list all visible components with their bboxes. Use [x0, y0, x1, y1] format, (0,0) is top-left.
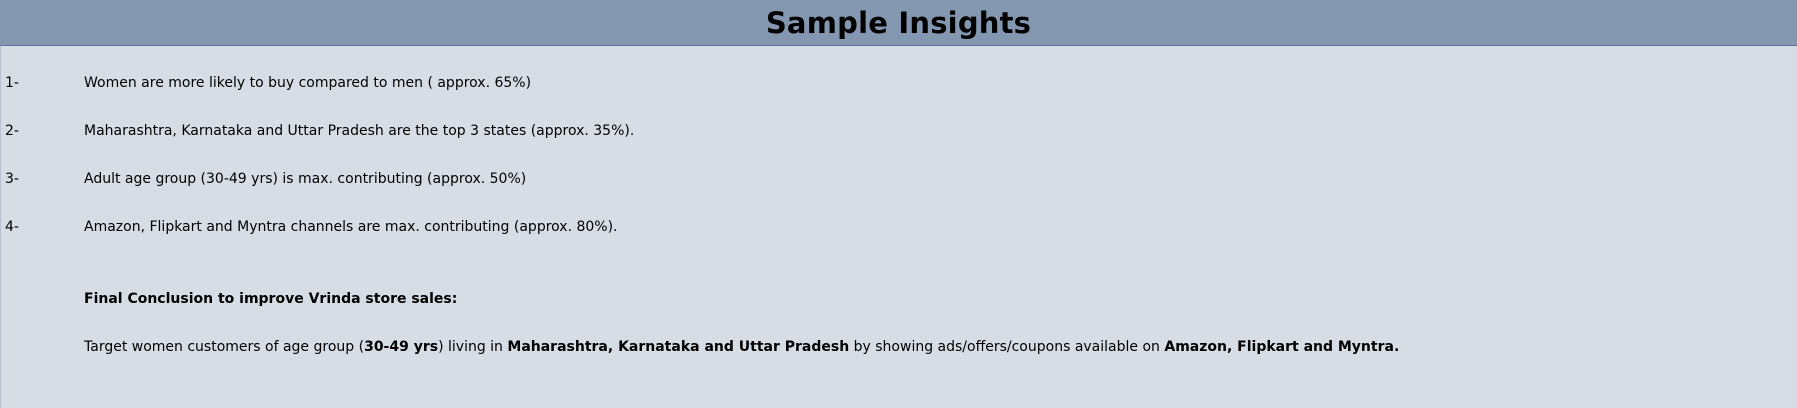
- conclusion-heading-row: Final Conclusion to improve Vrinda store…: [0, 287, 1797, 311]
- insight-row-1: 1- Women are more likely to buy compared…: [0, 71, 1797, 95]
- insight-text-3: Adult age group (30-49 yrs) is max. cont…: [84, 171, 527, 187]
- insight-text-2: Maharashtra, Karnataka and Uttar Pradesh…: [84, 123, 635, 139]
- insight-text-4: Amazon, Flipkart and Myntra channels are…: [84, 219, 618, 235]
- conclusion-age-group: 30-49 yrs: [364, 339, 439, 355]
- insight-text-1: Women are more likely to buy compared to…: [84, 75, 532, 91]
- insight-number-3: 3-: [5, 171, 19, 187]
- page-title: Sample Insights: [765, 5, 1032, 40]
- conclusion-text: Target women customers of age group (30-…: [84, 335, 1399, 359]
- insight-number-2: 2-: [5, 123, 19, 139]
- left-border-line: [0, 46, 1, 408]
- conclusion-channels: Amazon, Flipkart and Myntra.: [1164, 339, 1400, 355]
- insight-row-3: 3- Adult age group (30-49 yrs) is max. c…: [0, 167, 1797, 191]
- conclusion-part-2: ) living in: [438, 339, 508, 355]
- insight-number-4: 4-: [5, 219, 19, 235]
- conclusion-part-1: Target women customers of age group (: [84, 339, 365, 355]
- insight-number-1: 1-: [5, 75, 19, 91]
- insight-row-4: 4- Amazon, Flipkart and Myntra channels …: [0, 215, 1797, 239]
- conclusion-states: Maharashtra, Karnataka and Uttar Pradesh: [507, 339, 850, 355]
- conclusion-heading: Final Conclusion to improve Vrinda store…: [84, 291, 458, 307]
- title-bar: Sample Insights: [0, 0, 1797, 46]
- conclusion-part-3: by showing ads/offers/coupons available …: [849, 339, 1165, 355]
- insight-row-2: 2- Maharashtra, Karnataka and Uttar Prad…: [0, 119, 1797, 143]
- conclusion-row: Target women customers of age group (30-…: [0, 335, 1797, 359]
